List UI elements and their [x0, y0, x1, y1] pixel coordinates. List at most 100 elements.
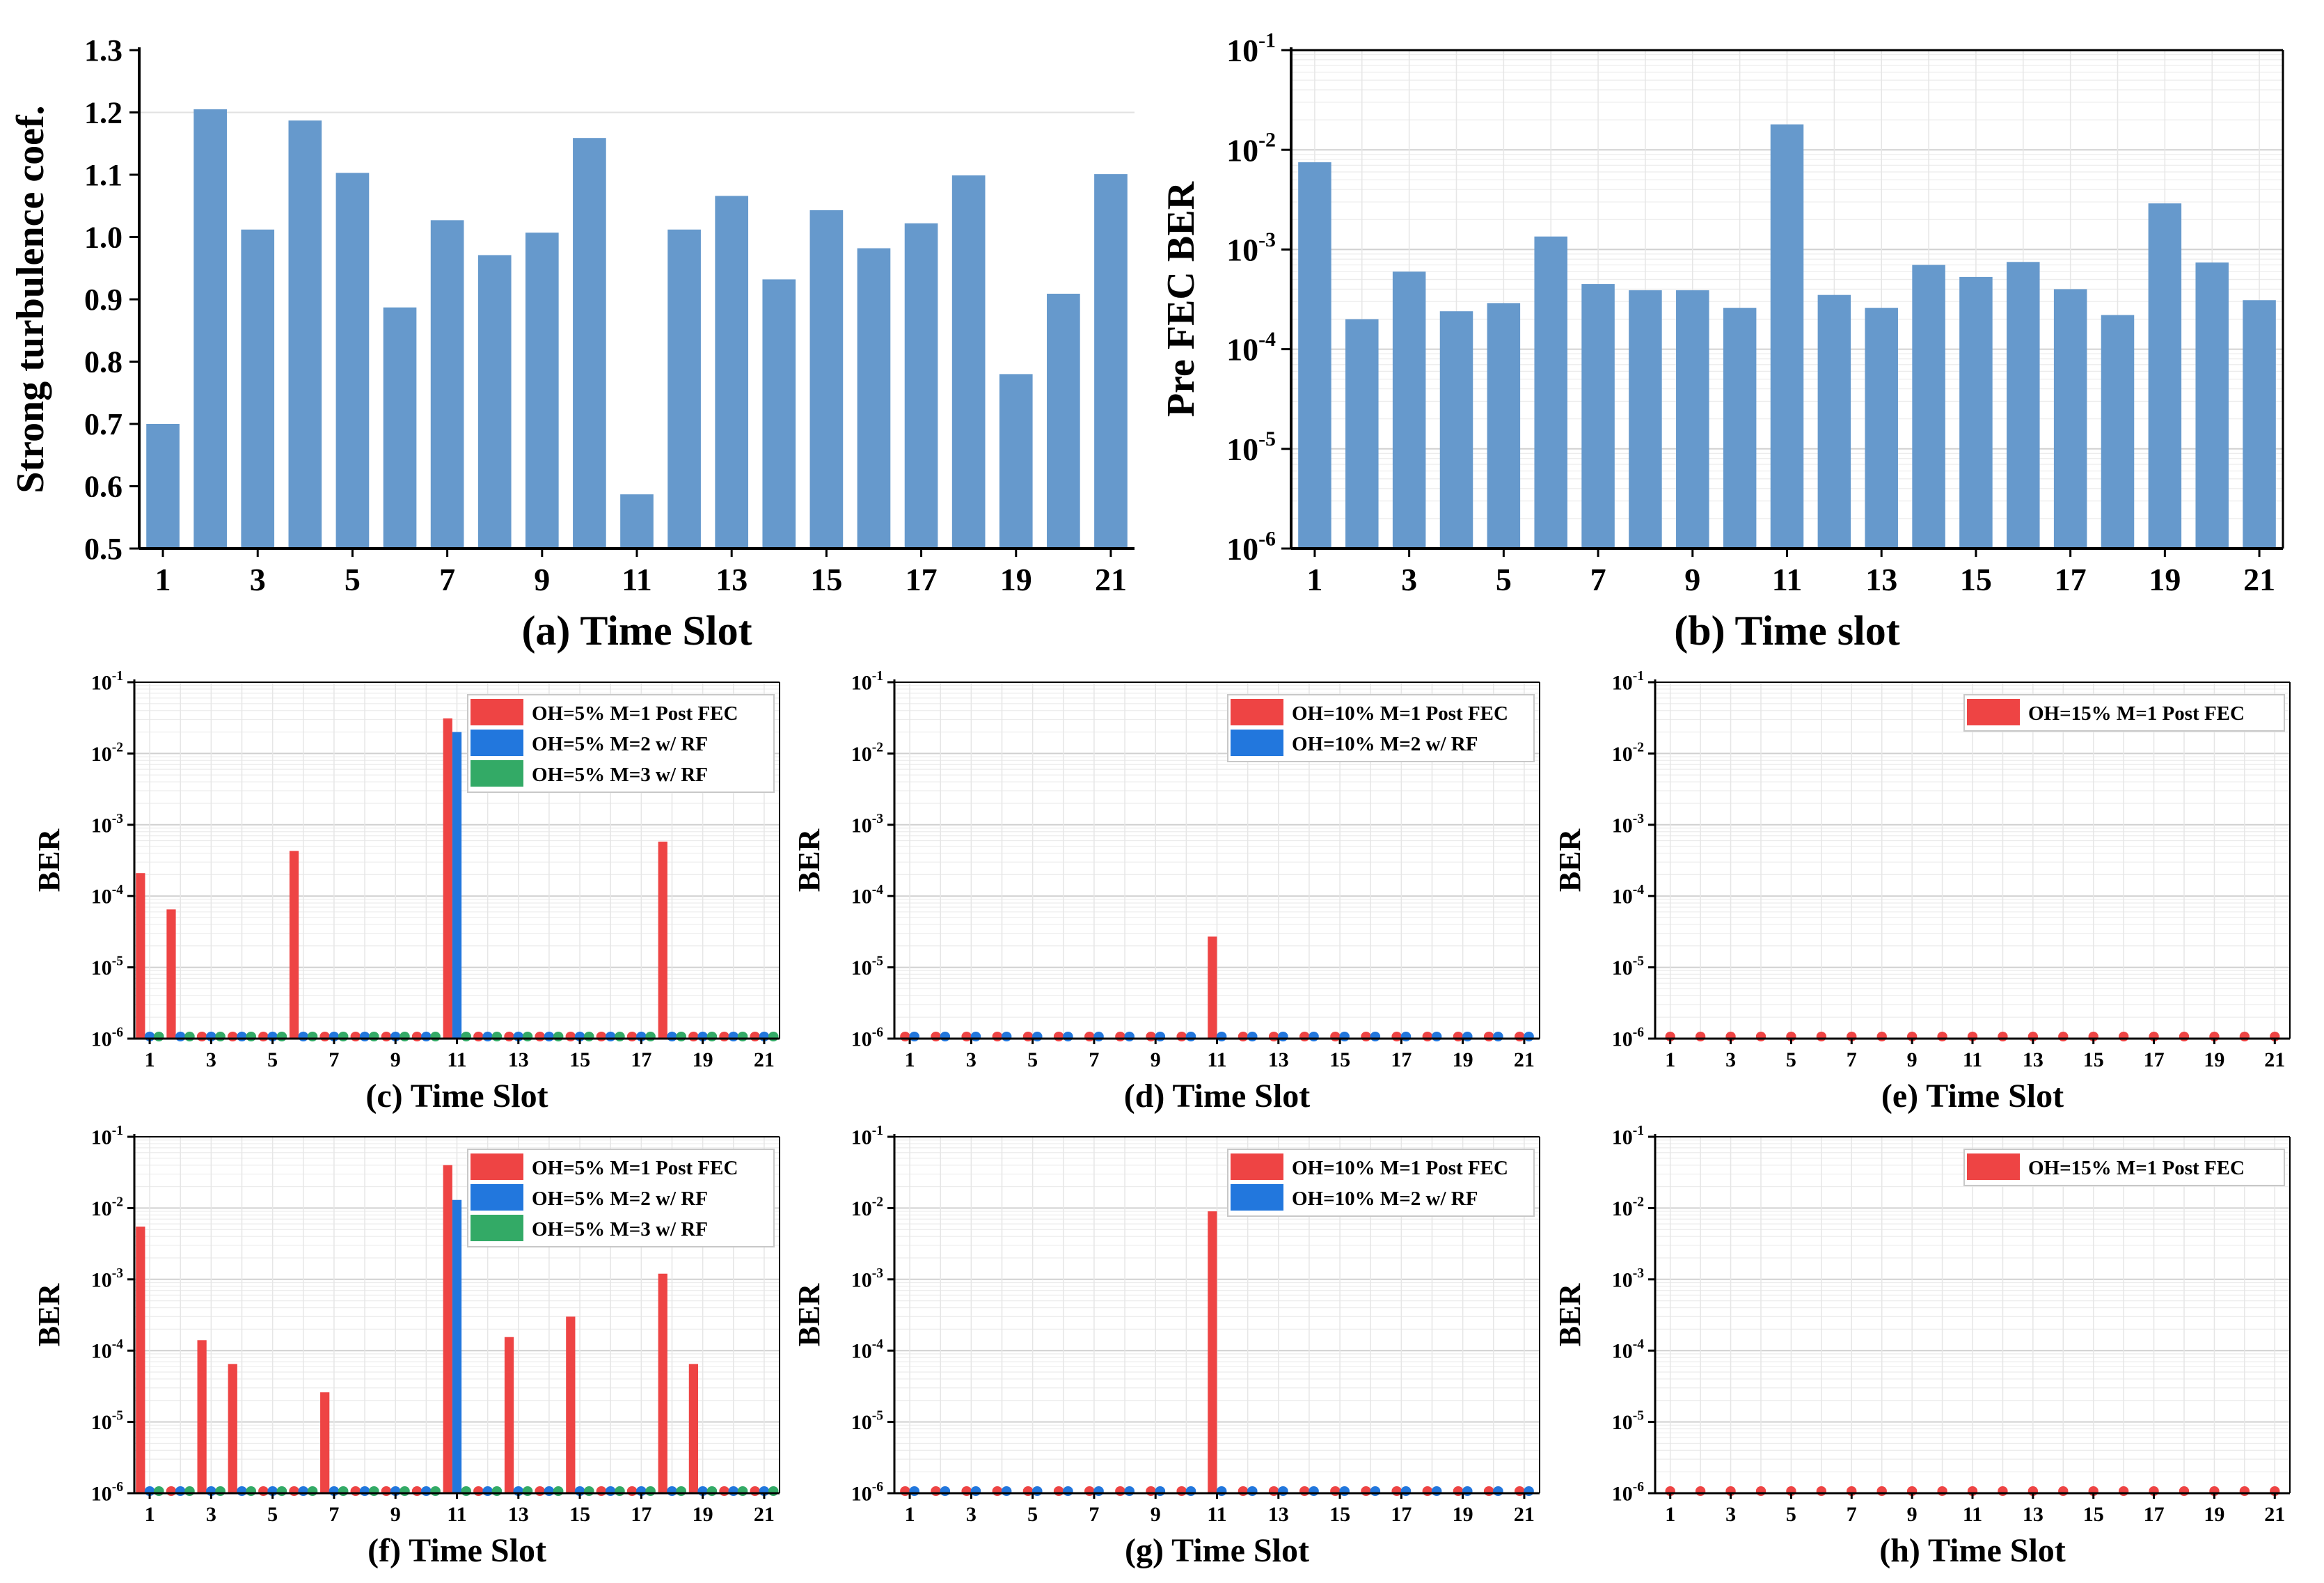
y-tick-label: 10-1: [851, 1124, 883, 1149]
zero-marker-d-1-3: [970, 1032, 981, 1041]
x-tick-label: 21: [754, 1503, 775, 1526]
x-tick-label: 21: [1514, 1503, 1535, 1526]
y-tick-label: 10-2: [91, 740, 123, 766]
x-tick-label: 19: [2204, 1503, 2224, 1526]
series-oh-5-m-3-w-rf: [154, 1032, 779, 1041]
legend: OH=5% M=1 Post FEC OH=5% M=2 w/ RF OH=5% M…: [467, 1149, 775, 1247]
zero-marker-e-0-4: [1755, 1032, 1766, 1041]
zero-marker-g-0-20: [1483, 1486, 1494, 1496]
bar-a-0-4: [288, 120, 322, 549]
bar-f-0-18: [658, 1273, 667, 1493]
chart-panel-f: 10-610-510-410-310-210-11 3 5 7 9 11 13 15 17 19 2…: [32, 1124, 780, 1569]
bar-b-0-1: [1298, 162, 1331, 549]
legend: OH=10% M=1 Post FEC OH=10% M=2 w/ RF: [1227, 1149, 1535, 1217]
y-axis-label: BER: [32, 1283, 66, 1347]
x-tick-label: 19: [1453, 1048, 1473, 1071]
x-tick-label: 19: [2149, 562, 2181, 597]
zero-marker-c-2-21: [768, 1032, 779, 1041]
zero-marker-g-0-14: [1299, 1486, 1310, 1496]
bar-f-1-11: [452, 1199, 462, 1493]
chart-panel-e: 10-610-510-410-310-210-11 3 5 7 9 11 13 15 17 19 2…: [1553, 669, 2291, 1115]
bar-c-1-11: [452, 732, 462, 1039]
zero-marker-h-0-6: [1816, 1486, 1827, 1496]
zero-marker-g-0-16: [1361, 1486, 1371, 1496]
bar-b-0-4: [1439, 311, 1473, 549]
panel-caption: (b) Time slot: [1674, 608, 1899, 654]
zero-marker-g-0-6: [1053, 1486, 1064, 1496]
y-tick-label: 10-5: [851, 954, 883, 980]
y-axis-label: BER: [792, 828, 826, 892]
zero-marker-g-1-3: [970, 1486, 981, 1496]
legend-swatch: [1967, 1153, 2020, 1180]
x-tick-label: 13: [2023, 1048, 2044, 1071]
zero-marker-g-0-18: [1422, 1486, 1433, 1496]
x-tick-label: 9: [1151, 1503, 1161, 1526]
x-tick-label: 3: [1401, 562, 1417, 597]
zero-marker-d-0-18: [1422, 1032, 1433, 1041]
zero-marker-g-1-13: [1278, 1486, 1288, 1496]
zero-marker-d-1-16: [1370, 1032, 1381, 1041]
zero-marker-d-0-14: [1299, 1032, 1310, 1041]
zero-marker-c-2-8: [369, 1032, 379, 1041]
x-tick-label: 9: [1907, 1503, 1918, 1526]
y-tick-label: 1.3: [84, 33, 122, 68]
zero-marker-g-0-2: [931, 1486, 941, 1496]
zero-marker-f-1-8: [359, 1486, 370, 1496]
legend-label: OH=15% M=1 Post FEC: [2028, 702, 2245, 725]
zero-marker-g-0-3: [961, 1486, 972, 1496]
legend-label: OH=5% M=3 w/ RF: [532, 764, 708, 786]
bar-b-0-13: [1865, 308, 1898, 549]
zero-marker-f-0-10: [411, 1486, 422, 1496]
y-tick-label: 10-4: [1612, 1337, 1644, 1363]
zero-marker-f-2-4: [246, 1486, 257, 1496]
zero-marker-g-1-18: [1431, 1486, 1442, 1496]
bar-b-0-17: [2053, 289, 2087, 549]
y-tick-label: 10-5: [1612, 1409, 1644, 1435]
x-tick-label: 5: [1786, 1048, 1796, 1071]
x-tick-label: 7: [1089, 1503, 1099, 1526]
chart-panel-b: 10-610-510-410-310-210-11 3 5 7 9 11 13 15 17 19 2…: [1160, 29, 2284, 654]
bar-b-0-10: [1723, 308, 1757, 549]
x-tick-label: 9: [534, 562, 550, 597]
bar-c-0-11: [443, 718, 452, 1039]
y-axis-label: Strong turbulence coef.: [9, 105, 52, 493]
x-tick-label: 13: [508, 1503, 529, 1526]
x-tick-label: 19: [1000, 562, 1032, 597]
x-tick-label: 3: [966, 1503, 977, 1526]
zero-marker-c-0-16: [596, 1032, 607, 1041]
bar-b-0-8: [1629, 290, 1662, 549]
y-tick-label: 0.7: [84, 407, 122, 441]
panel-caption: (h) Time Slot: [1879, 1532, 2066, 1569]
bar-a-0-7: [430, 220, 464, 549]
zero-marker-g-0-13: [1268, 1486, 1279, 1496]
panel-caption: (f) Time Slot: [367, 1532, 546, 1569]
legend-label: OH=15% M=1 Post FEC: [2028, 1157, 2245, 1179]
zero-marker-g-1-16: [1370, 1486, 1381, 1496]
zero-marker-f-2-15: [584, 1486, 594, 1496]
gridlines: [1655, 1137, 2290, 1494]
bar-f-0-4: [228, 1364, 237, 1493]
zero-marker-d-1-18: [1431, 1032, 1442, 1041]
zero-marker-c-2-7: [338, 1032, 349, 1041]
y-tick-label: 10-5: [91, 1409, 123, 1435]
zero-marker-e-0-16: [2118, 1032, 2129, 1041]
zero-marker-d-1-13: [1278, 1032, 1288, 1041]
chart-panel-c: 10-610-510-410-310-210-11 3 5 7 9 11 13 15 17 19 2…: [32, 669, 780, 1115]
zero-marker-f-1-10: [421, 1486, 432, 1496]
x-tick-label: 19: [2204, 1048, 2224, 1071]
zero-marker-g-0-4: [992, 1486, 1003, 1496]
y-tick-label: 10-3: [851, 812, 883, 837]
series-oh-10-m-2-w-rf: [909, 1486, 1534, 1496]
y-tick-label: 0.8: [84, 345, 122, 379]
zero-marker-d-0-16: [1361, 1032, 1371, 1041]
x-tick-label: 15: [569, 1048, 590, 1071]
bar-a-0-21: [1094, 174, 1128, 549]
zero-marker-g-1-10: [1185, 1486, 1196, 1496]
zero-marker-d-0-2: [931, 1032, 941, 1041]
x-tick-label: 3: [966, 1048, 977, 1071]
zero-marker-c-2-17: [645, 1032, 656, 1041]
zero-marker-c-0-19: [688, 1032, 699, 1041]
zero-marker-f-2-7: [338, 1486, 349, 1496]
zero-marker-g-1-17: [1400, 1486, 1412, 1496]
zero-marker-h-0-16: [2118, 1486, 2129, 1496]
